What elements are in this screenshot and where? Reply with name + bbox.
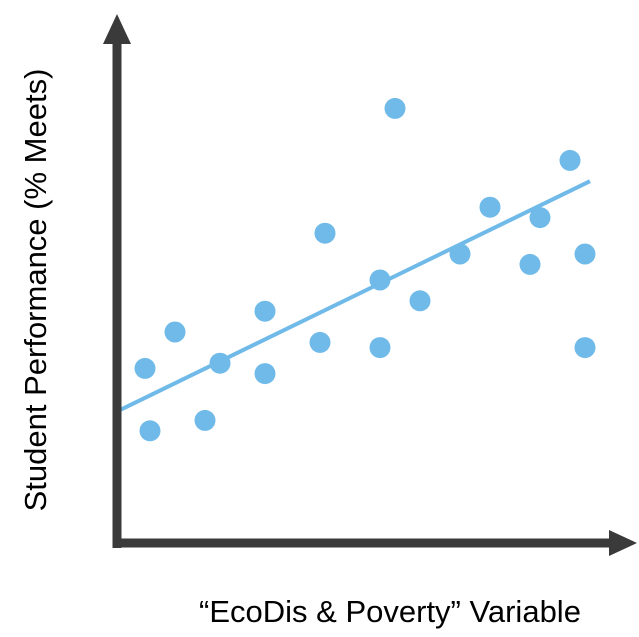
data-point xyxy=(409,290,431,312)
data-point xyxy=(134,357,156,379)
data-point xyxy=(139,420,161,442)
y-axis-label: Student Performance (% Meets) xyxy=(18,69,53,512)
data-point xyxy=(559,149,581,171)
data-point xyxy=(254,363,276,385)
data-point xyxy=(254,300,276,322)
data-point xyxy=(529,207,551,229)
data-points-layer xyxy=(134,97,596,442)
data-point xyxy=(369,269,391,291)
data-point xyxy=(479,196,501,218)
data-point xyxy=(194,409,216,431)
trendline xyxy=(119,179,591,412)
trendline-layer xyxy=(119,179,591,412)
data-point xyxy=(519,253,541,275)
x-axis-arrowhead xyxy=(609,530,637,556)
data-point xyxy=(384,97,406,119)
data-point xyxy=(574,337,596,359)
data-point xyxy=(369,337,391,359)
data-point xyxy=(574,243,596,265)
y-axis-arrowhead xyxy=(103,14,131,44)
data-point xyxy=(314,222,336,244)
x-axis-label: “EcoDis & Poverty” Variable xyxy=(199,594,581,629)
data-point xyxy=(209,352,231,374)
data-point xyxy=(309,331,331,353)
data-point xyxy=(449,243,471,265)
axes xyxy=(103,14,637,556)
data-point xyxy=(164,321,186,343)
